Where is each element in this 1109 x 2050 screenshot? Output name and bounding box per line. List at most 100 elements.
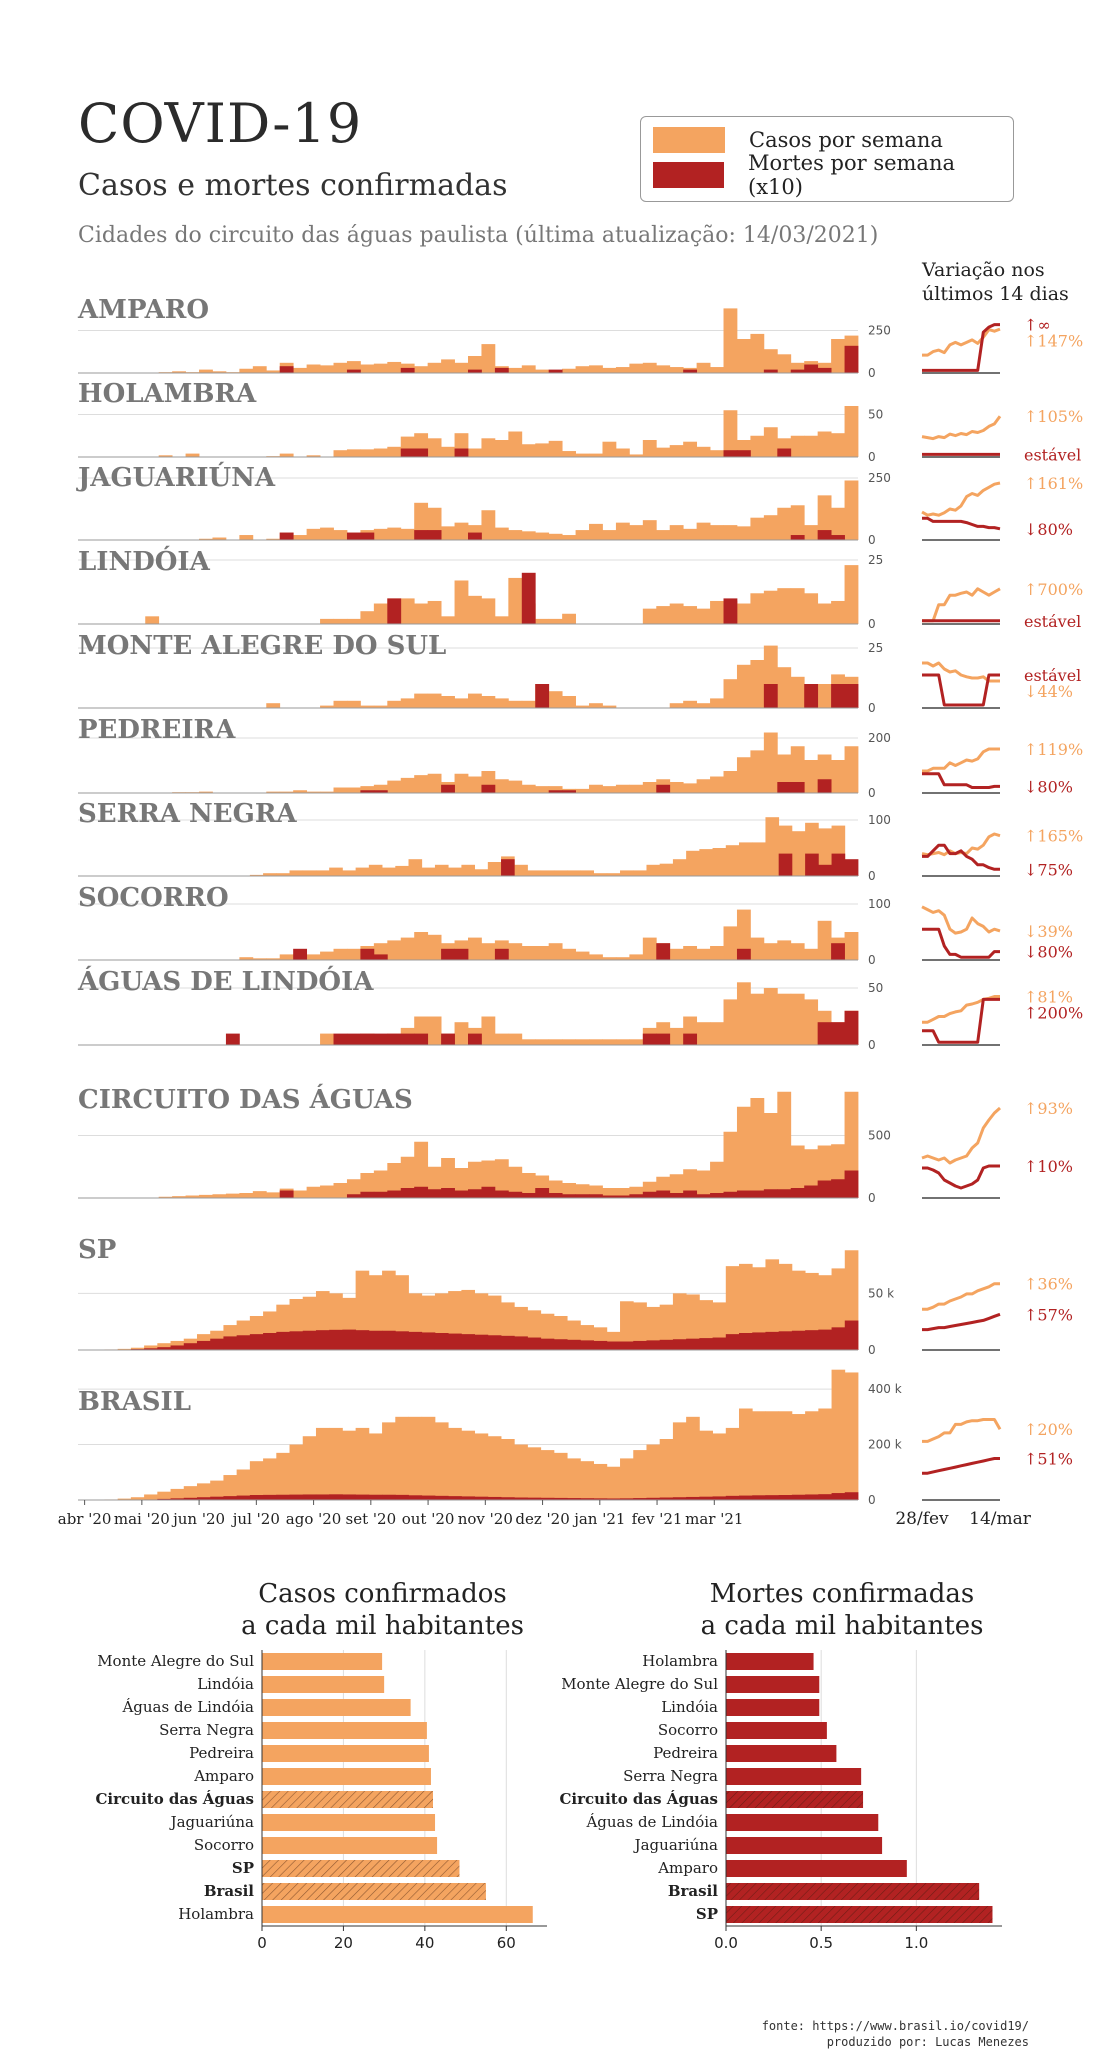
cases-bar (461, 865, 475, 876)
cases-bar (320, 952, 334, 960)
cases-bar (589, 454, 603, 457)
deaths-bar (522, 1193, 536, 1198)
x-tick-label: 0.5 (809, 1934, 833, 1952)
x-tick-label: jun '20 (171, 1510, 225, 1528)
deaths-bar (369, 1495, 383, 1500)
cases-bar (481, 598, 495, 624)
cases-bar (290, 1445, 304, 1500)
cases-bar (804, 593, 818, 624)
cases-bar (804, 760, 818, 793)
deaths-bar (779, 854, 793, 876)
hbar-category-label: Águas de Lindóia (585, 1813, 718, 1831)
deaths-bar (481, 785, 495, 793)
cases-bar (475, 1433, 489, 1500)
legend-swatch-deaths (653, 162, 724, 188)
hbar-bar (726, 1699, 819, 1716)
page-description: Cidades do circuito das águas paulista (… (78, 223, 878, 248)
deaths-bar (607, 1342, 621, 1351)
deaths-bar (290, 1331, 304, 1350)
hbar-title: Casos confirmados (258, 1579, 507, 1609)
panel-label: PEDREIRA (78, 715, 236, 745)
variation-deaths: ↓80% (1024, 520, 1073, 539)
cases-bar (737, 1107, 751, 1198)
cases-bar (646, 865, 660, 876)
deaths-bar (818, 1181, 832, 1199)
cases-bar (514, 865, 528, 876)
cases-bar (670, 367, 684, 373)
deaths-bar (495, 949, 509, 960)
deaths-bar (710, 1193, 724, 1198)
page-title: COVID-19 (78, 92, 362, 155)
cases-bar (629, 785, 643, 793)
cases-bar (199, 370, 213, 373)
deaths-bar (818, 779, 832, 793)
cases-bar (724, 308, 738, 373)
deaths-bar (549, 1193, 563, 1198)
cases-bar (683, 783, 697, 793)
deaths-bar (726, 1496, 740, 1500)
cases-bar (347, 788, 361, 794)
cases-bar (541, 1450, 555, 1500)
cases-bar (334, 530, 348, 540)
cases-bar (481, 510, 495, 540)
cases-bar (562, 949, 576, 960)
y-tick-label: 50 (868, 408, 883, 422)
legend-swatch-cases (653, 127, 725, 153)
deaths-bar (280, 1191, 294, 1199)
panel-label: BRASIL (78, 1387, 191, 1417)
deaths-bar (818, 865, 832, 876)
cases-bar (347, 619, 361, 624)
hbar-category-label: Lindóia (661, 1698, 718, 1716)
deaths-bar (237, 1496, 251, 1500)
cases-bar (697, 609, 711, 624)
cases-bar (646, 1445, 660, 1500)
variation-cases: ↑36% (1024, 1275, 1073, 1294)
hbar-category-label: Lindóia (197, 1675, 254, 1693)
hbar-bar (726, 1814, 878, 1831)
deaths-bar (414, 1187, 428, 1198)
variation-header: Variação nos últimos 14 dias (922, 258, 1069, 306)
cases-bar (329, 1428, 343, 1500)
cases-bar (750, 436, 764, 457)
cases-bar (347, 449, 361, 457)
deaths-bar (171, 1345, 185, 1350)
cases-bar (660, 1439, 674, 1500)
deaths-bar (374, 954, 388, 960)
x-tick-label: mai '20 (114, 1510, 170, 1528)
cases-bar (777, 994, 791, 1045)
deaths-bar (522, 573, 536, 624)
cases-bar (441, 696, 455, 708)
deaths-bar (428, 530, 442, 540)
variation-deaths: ↑57% (1024, 1305, 1073, 1324)
x-tick-label: out '20 (402, 1510, 455, 1528)
deaths-bar (347, 533, 361, 540)
cases-bar (508, 432, 522, 458)
cases-bar (535, 533, 549, 540)
cases-bar (329, 868, 343, 876)
panel-label: AMPARO (77, 295, 209, 325)
variation-deaths: ↓80% (1024, 777, 1073, 796)
cases-bar (791, 994, 805, 1045)
cases-bar (792, 831, 806, 876)
cases-bar (656, 448, 670, 457)
deaths-bar (845, 684, 859, 708)
cases-bar (602, 530, 616, 540)
cases-bar (670, 604, 684, 624)
cases-bar (360, 611, 374, 624)
cases-bar (495, 779, 509, 793)
y-tick-label: 0 (868, 1493, 876, 1507)
cases-bar (697, 363, 711, 373)
cases-bar (765, 1411, 779, 1500)
deaths-bar (501, 859, 515, 876)
cases-bar (750, 518, 764, 540)
cases-bar (750, 334, 764, 373)
cases-bar (724, 926, 738, 960)
deaths-bar (777, 1189, 791, 1198)
y-tick-label: 0 (868, 786, 876, 800)
deaths-bar (329, 1330, 343, 1350)
sparkline-cases (922, 589, 1000, 621)
deaths-bar (752, 1332, 766, 1350)
cases-bar (347, 701, 361, 708)
variation-cases: ↑20% (1024, 1420, 1073, 1439)
variation-cases: ↑161% (1024, 474, 1083, 493)
